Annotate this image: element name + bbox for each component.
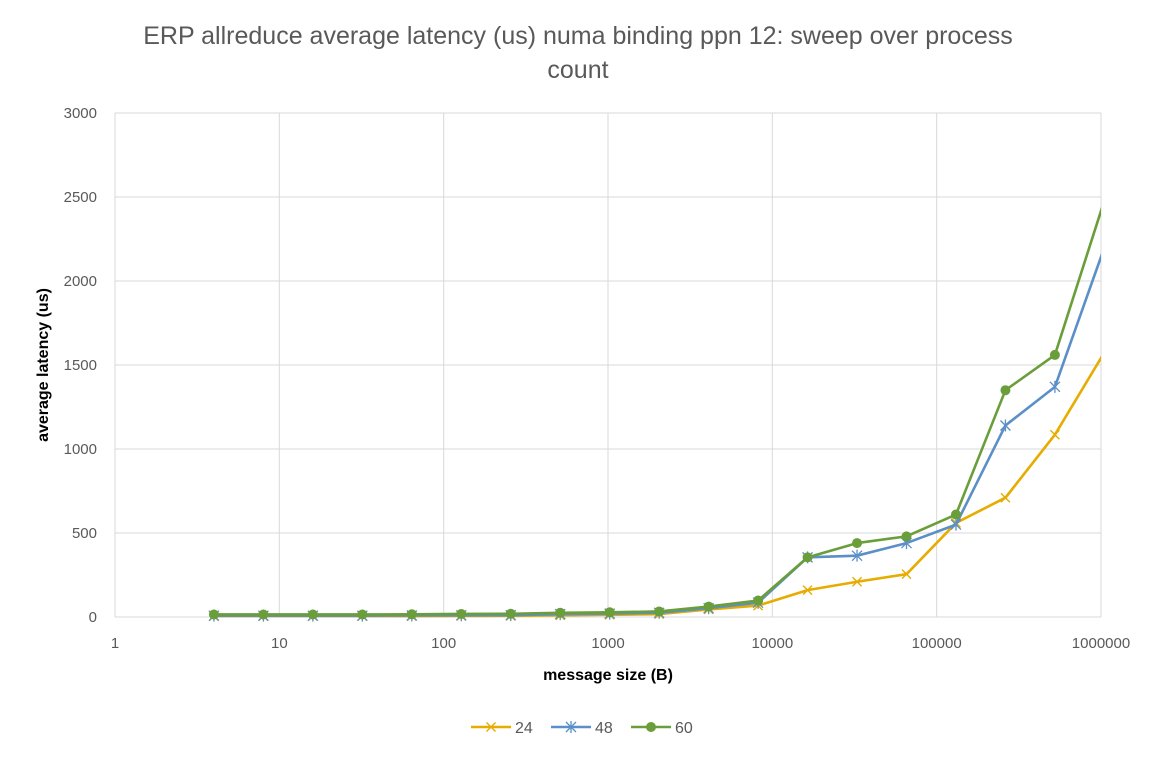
y-tick-label: 0 xyxy=(89,609,97,626)
y-tick-label: 1000 xyxy=(64,441,97,458)
grid-lines xyxy=(114,112,1102,618)
data-point xyxy=(307,609,318,620)
legend-marker xyxy=(486,722,496,732)
data-point xyxy=(654,606,665,617)
y-tick-labels: 0 500 1000 1500 2000 2500 3000 xyxy=(64,105,97,626)
data-point xyxy=(852,576,863,587)
y-tick-label: 3000 xyxy=(64,105,97,122)
legend: 24 48 60 xyxy=(471,720,693,737)
data-point xyxy=(456,608,467,619)
data-point xyxy=(950,509,961,520)
x-tick-label: 1 xyxy=(111,635,119,652)
series-48 xyxy=(208,253,1101,622)
legend-item-48: 48 xyxy=(551,720,613,737)
series-line-60 xyxy=(213,206,1101,616)
x-tick-label: 100 xyxy=(431,635,456,652)
y-tick-label: 2000 xyxy=(64,273,97,290)
data-point xyxy=(901,531,912,542)
x-tick-label: 10 xyxy=(271,635,288,652)
x-tick-label: 100000 xyxy=(912,635,962,652)
data-point xyxy=(851,549,863,562)
legend-marker xyxy=(565,721,577,733)
legend-label: 48 xyxy=(595,720,613,737)
y-tick-label: 2500 xyxy=(64,189,97,206)
y-tick-label: 1500 xyxy=(64,357,97,374)
data-point xyxy=(1000,492,1011,503)
data-point xyxy=(1049,429,1060,440)
data-point xyxy=(753,595,764,606)
legend-item-24: 24 xyxy=(471,720,533,737)
y-tick-label: 500 xyxy=(72,525,97,542)
x-tick-label: 1000000 xyxy=(1072,635,1130,652)
x-tick-label: 10000 xyxy=(751,635,793,652)
series-line-24 xyxy=(213,355,1101,618)
series-60 xyxy=(208,206,1101,620)
legend-item-60: 60 xyxy=(631,720,693,737)
data-point xyxy=(802,585,813,596)
data-point xyxy=(505,608,516,619)
data-point xyxy=(1049,380,1061,393)
data-point xyxy=(1000,385,1011,396)
data-point xyxy=(604,607,615,618)
legend-label: 60 xyxy=(675,720,693,737)
data-point xyxy=(258,609,269,620)
series-24 xyxy=(208,355,1101,622)
data-point xyxy=(703,601,714,612)
legend-marker xyxy=(646,722,656,732)
data-point xyxy=(406,609,417,620)
chart-title-line-2: count xyxy=(547,56,609,84)
data-point xyxy=(555,607,566,618)
x-tick-labels: 1 10 100 1000 10000 100000 1000000 xyxy=(111,635,1130,652)
data-point xyxy=(802,552,813,563)
data-point xyxy=(999,419,1011,432)
data-point xyxy=(357,609,368,620)
x-axis-title: message size (B) xyxy=(543,667,673,684)
data-point xyxy=(901,569,912,580)
legend-label: 24 xyxy=(515,720,533,737)
y-axis-title: average latency (us) xyxy=(35,288,52,442)
chart-title-line-1: ERP allreduce average latency (us) numa … xyxy=(143,22,1013,50)
data-point xyxy=(1049,349,1060,360)
data-point xyxy=(852,538,863,549)
data-point xyxy=(950,518,962,531)
x-tick-label: 1000 xyxy=(591,635,624,652)
series-line-48 xyxy=(213,253,1101,617)
data-point xyxy=(208,609,219,620)
